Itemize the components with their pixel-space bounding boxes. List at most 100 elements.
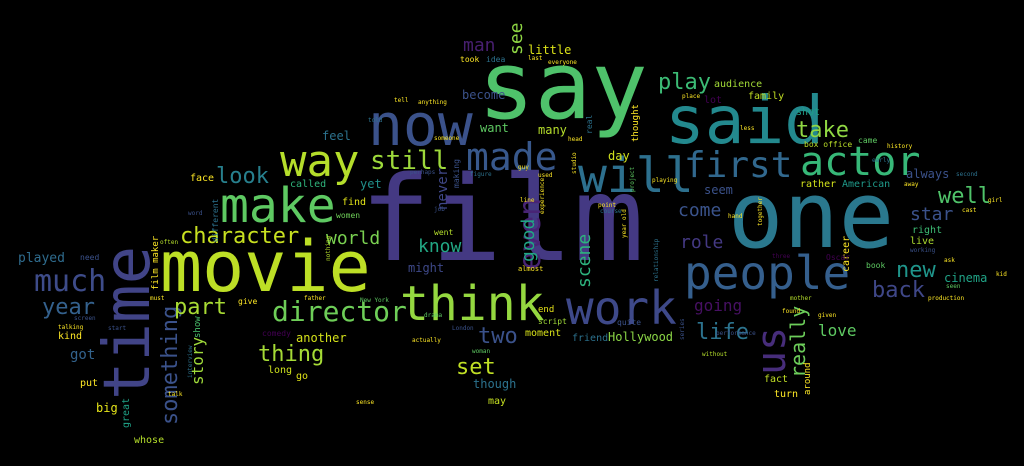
cloud-word-quite: quite <box>617 318 642 327</box>
cloud-word-without: without <box>702 351 728 358</box>
cloud-word-early: early <box>872 157 891 164</box>
cloud-word-world: world <box>326 228 381 249</box>
cloud-word-life: life <box>696 320 749 345</box>
cloud-word-less: less <box>740 125 755 132</box>
cloud-word-kind: kind <box>58 331 83 342</box>
cloud-word-box-office: box office <box>804 140 853 149</box>
cloud-word-good: good <box>518 218 539 262</box>
cloud-word-face: face <box>190 173 215 184</box>
cloud-word-need: need <box>80 253 100 262</box>
cloud-word-played: played <box>18 251 65 266</box>
cloud-word-want: want <box>480 121 509 135</box>
cloud-word-away: away <box>904 181 919 188</box>
cloud-word-year-old: year old <box>621 209 628 238</box>
cloud-word-man: man <box>463 35 496 56</box>
cloud-word-give: give <box>238 297 258 306</box>
cloud-word-tell: tell <box>394 97 409 104</box>
cloud-word-must: must <box>150 295 165 302</box>
cloud-word-right: right <box>912 225 943 236</box>
cloud-word-shot: shot <box>796 107 821 118</box>
cloud-word-found: found <box>782 308 801 315</box>
cloud-word-almost: almost <box>518 265 544 273</box>
cloud-word-thing: thing <box>258 342 325 367</box>
cloud-word-studio: studio <box>571 152 578 174</box>
cloud-word-rather: rather <box>800 179 837 190</box>
cloud-word-new: new <box>896 258 936 283</box>
cloud-word-screen: screen <box>74 315 96 322</box>
cloud-word-together: together <box>757 197 764 226</box>
cloud-word-london: London <box>452 325 474 332</box>
cloud-word-series: series <box>679 318 686 340</box>
cloud-word-history: history <box>887 143 913 150</box>
cloud-word-way: way <box>280 136 360 187</box>
cloud-word-mother: mother <box>790 295 812 302</box>
cloud-word-said: said <box>665 82 824 159</box>
cloud-word-new-york: New York <box>360 297 389 304</box>
cloud-word-script: script <box>538 317 567 326</box>
cloud-word-actor: actor <box>800 139 921 185</box>
cloud-word-nothing: nothing <box>325 235 332 261</box>
cloud-word-film: film <box>360 150 645 288</box>
cloud-word-made: made <box>466 135 558 179</box>
cloud-word-though: though <box>473 377 517 391</box>
cloud-word-work: work <box>566 281 677 335</box>
cloud-word-kid: kid <box>996 271 1007 278</box>
cloud-word-came: came <box>858 136 878 145</box>
cloud-word-interview: interview <box>187 345 194 378</box>
cloud-word-production: production <box>928 295 965 302</box>
cloud-word-head: head <box>568 136 583 143</box>
cloud-word-father: father <box>304 295 326 302</box>
cloud-word-fact: fact <box>764 374 789 385</box>
cloud-word-figure: figure <box>470 171 492 178</box>
cloud-word-ask: ask <box>944 257 955 264</box>
cloud-word-word: word <box>188 210 203 217</box>
cloud-word-well: well <box>938 184 991 209</box>
cloud-word-audience: audience <box>714 79 763 90</box>
cloud-word-moment: moment <box>525 328 562 339</box>
cloud-word-book: book <box>866 261 886 270</box>
cloud-word-cinema: cinema <box>944 271 988 285</box>
cloud-word-love: love <box>818 321 857 340</box>
cloud-word-american: American <box>842 179 891 190</box>
cloud-word-year: year <box>42 295 95 320</box>
cloud-word-oscar: Oscar <box>826 253 851 262</box>
cloud-word-know: know <box>418 236 462 257</box>
cloud-word-may: may <box>488 396 507 407</box>
cloud-word-project: project <box>629 166 636 192</box>
cloud-word-place: place <box>682 93 701 100</box>
cloud-word-set: set <box>456 355 496 380</box>
cloud-word-part: part <box>174 295 227 320</box>
cloud-word-called: called <box>290 179 327 190</box>
cloud-word-told: told <box>368 117 383 124</box>
cloud-word-first: first <box>684 145 793 186</box>
cloud-word-two: two <box>478 324 518 349</box>
cloud-word-much: much <box>34 264 107 299</box>
cloud-word-women: women <box>336 211 361 220</box>
cloud-word-real: real <box>585 114 594 134</box>
cloud-word-thought: thought <box>631 104 641 142</box>
cloud-word-seem: seem <box>704 183 733 197</box>
cloud-word-long: long <box>268 365 293 376</box>
cloud-word-got: got <box>70 347 96 363</box>
cloud-word-perhaps: perhaps <box>410 169 436 176</box>
cloud-word-movie: movie <box>160 226 371 308</box>
cloud-word-took: took <box>460 55 480 64</box>
cloud-word-feel: feel <box>322 129 351 143</box>
cloud-word-another: another <box>296 331 347 345</box>
cloud-word-director: director <box>272 295 407 328</box>
cloud-word-live: live <box>910 236 935 247</box>
cloud-word-might: might <box>408 261 445 275</box>
cloud-word-girl: girl <box>988 197 1003 204</box>
cloud-word-many: many <box>538 123 567 137</box>
cloud-word-day: day <box>608 149 630 163</box>
cloud-word-three: three <box>772 253 791 260</box>
cloud-word-little: little <box>528 43 572 57</box>
cloud-word-play: play <box>658 70 711 95</box>
cloud-word-make: make <box>220 178 336 234</box>
cloud-word-comedy: comedy <box>262 329 291 338</box>
cloud-word-look: look <box>216 164 269 189</box>
cloud-word-will: will <box>578 148 694 204</box>
cloud-word-take: take <box>796 118 849 143</box>
cloud-word-sense: sense <box>356 399 375 406</box>
cloud-word-never: never <box>435 167 451 210</box>
